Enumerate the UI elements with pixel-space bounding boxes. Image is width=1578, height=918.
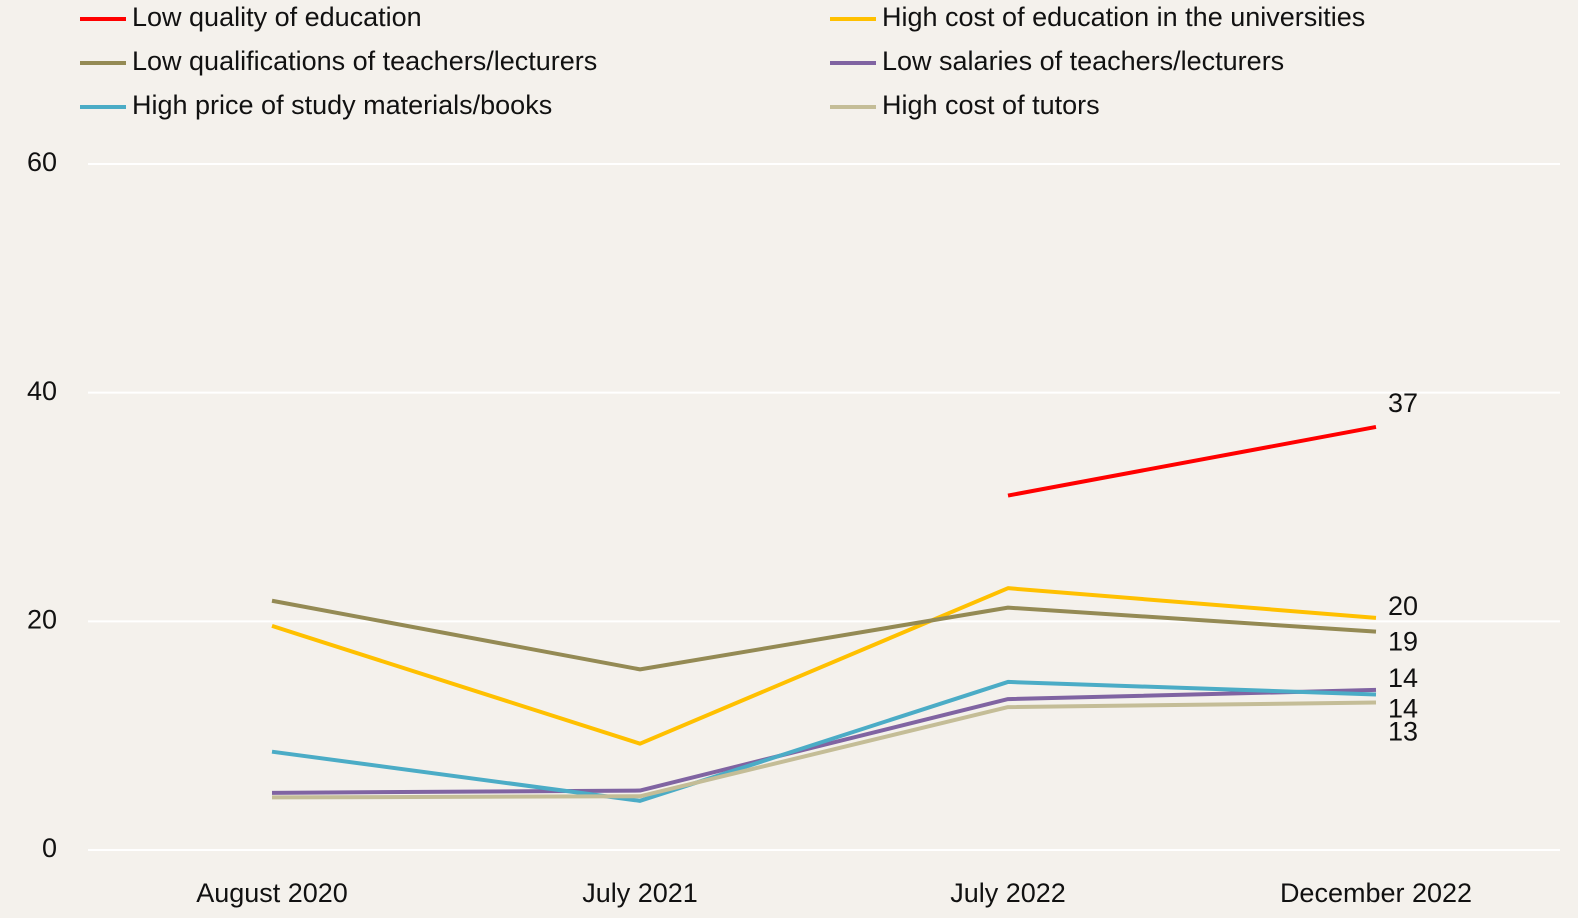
legend-label: Low qualifications of teachers/lecturers [132, 46, 597, 76]
legend-label: High cost of education in the universiti… [882, 2, 1365, 32]
x-tick-label: December 2022 [1280, 878, 1472, 908]
legend-label: Low salaries of teachers/lecturers [882, 46, 1284, 76]
y-tick-label: 20 [27, 604, 57, 634]
data-label: 13 [1388, 717, 1418, 747]
data-label: 14 [1388, 663, 1418, 693]
series-line [271, 687, 1377, 795]
data-label: 37 [1388, 388, 1418, 418]
x-tick-label: August 2020 [196, 878, 348, 908]
legend-label: High cost of tutors [882, 90, 1100, 120]
data-label: 14 [1388, 694, 1418, 724]
series-line [271, 679, 1377, 803]
y-tick-label: 60 [27, 147, 57, 177]
x-tick-label: July 2021 [582, 878, 698, 908]
y-tick-label: 0 [42, 833, 57, 863]
series-line [271, 586, 1377, 746]
y-tick-label: 40 [27, 376, 57, 406]
x-tick-label: July 2022 [950, 878, 1066, 908]
series-line [1007, 425, 1377, 498]
legend-label: Low quality of education [132, 2, 422, 32]
data-label: 19 [1388, 627, 1418, 657]
data-label: 20 [1388, 591, 1418, 621]
series-line [271, 598, 1377, 672]
series-line [271, 700, 1377, 800]
legend-label: High price of study materials/books [132, 90, 552, 120]
